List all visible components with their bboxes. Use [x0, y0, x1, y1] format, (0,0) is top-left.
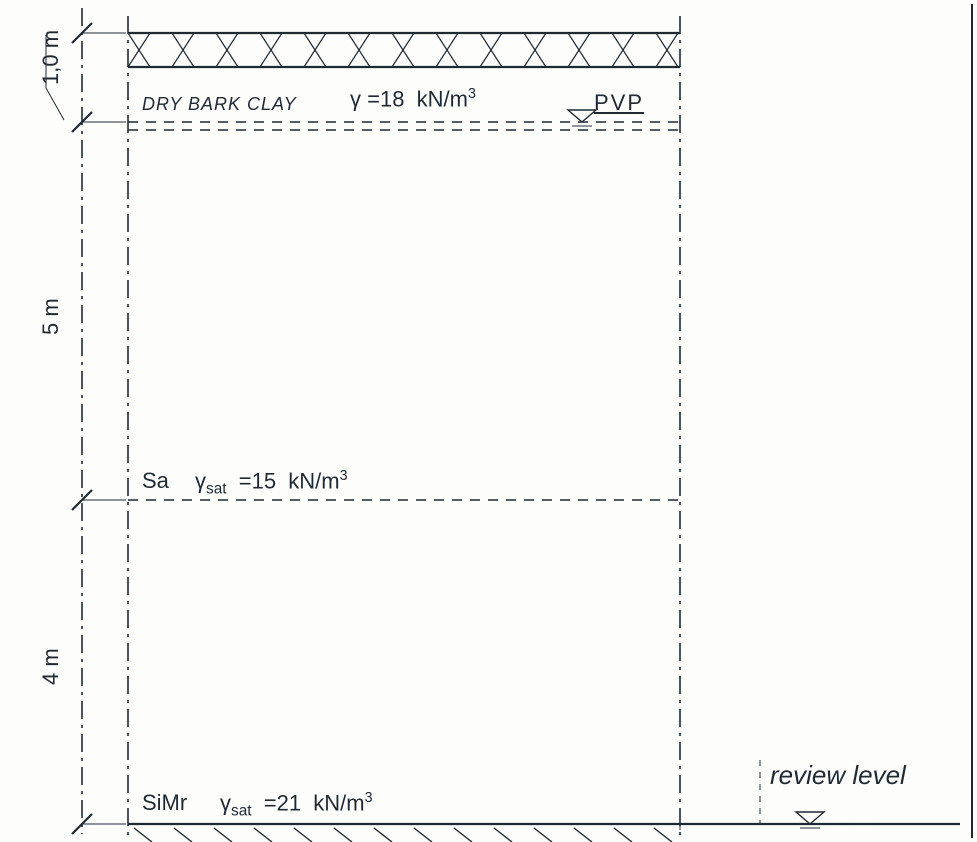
layer2-name: Sa	[142, 468, 169, 494]
layer3-name: SiMr	[142, 790, 187, 816]
dim-3-label: 4 m	[38, 648, 64, 685]
layer3-gamma: γsat =21 kN/m3	[220, 790, 373, 821]
drawing-sheet: 1,0 m 5 m 4 m DRY BARK CLAY γ =18 kN/m3 …	[0, 0, 977, 842]
layer1-gamma: γ =18 kN/m3	[350, 86, 476, 112]
dim-1-label: 1,0 m	[38, 30, 64, 85]
layer2-gamma: γsat =15 kN/m3	[195, 468, 348, 499]
layer1-pvp: PVP	[594, 90, 644, 116]
diagram-svg	[0, 0, 977, 842]
dim-2-label: 5 m	[38, 298, 64, 335]
layer1-name: DRY BARK CLAY	[142, 94, 297, 115]
review-level-label: review level	[770, 760, 906, 791]
